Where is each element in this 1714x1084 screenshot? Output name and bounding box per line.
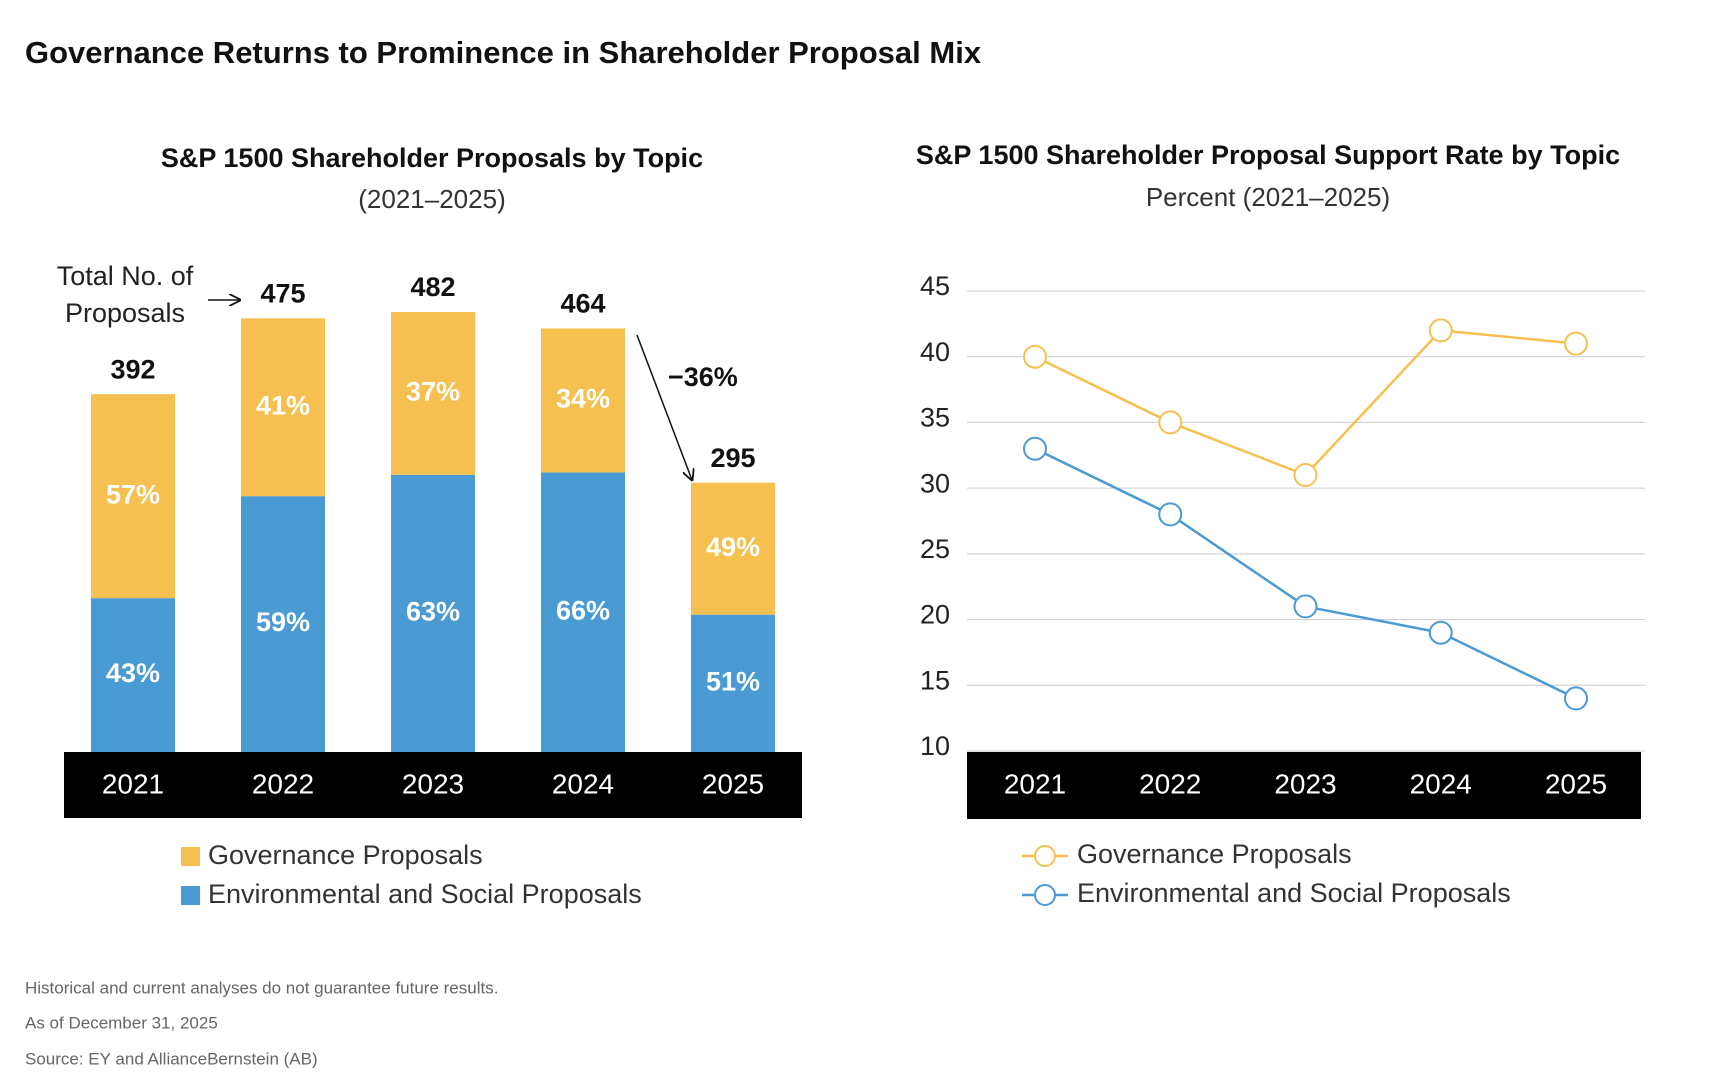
y-tick-label: 40: [920, 337, 950, 367]
annotation-box: Total No. of Proposals: [56, 261, 194, 328]
x-tick-label: 2023: [1274, 768, 1336, 799]
chart-title: S&P 1500 Shareholder Proposals by Topic: [161, 143, 703, 173]
legend-label: Environmental and Social Proposals: [1077, 878, 1511, 908]
total-label: 295: [710, 443, 755, 473]
value-label: 57%: [106, 479, 160, 509]
legend-swatch: [181, 886, 200, 905]
point: [1428, 318, 1453, 343]
y-tick-label: 25: [920, 534, 950, 564]
bar-segment: [541, 328, 625, 473]
value-label: 63%: [406, 597, 460, 627]
point: [1158, 502, 1183, 527]
legend-label: Governance Proposals: [1077, 839, 1352, 869]
value-label: 41%: [256, 390, 310, 420]
point: [1158, 410, 1183, 435]
x-tick-label: 2021: [102, 768, 164, 799]
legend-marker: [1034, 884, 1056, 906]
value-label: 43%: [106, 658, 160, 688]
legend-swatch: [181, 847, 200, 866]
arrow: [636, 334, 692, 480]
y-tick-label: 45: [920, 271, 950, 301]
note: Historical and current analyses do not g…: [25, 978, 498, 997]
change-annotation: −36%: [668, 362, 738, 392]
bar-segment: [91, 394, 175, 599]
x-tick-label: 2024: [1410, 768, 1472, 799]
y-tick-label: 15: [920, 665, 950, 695]
x-tick-label: 2022: [1139, 768, 1201, 799]
bar-segment: [241, 496, 325, 752]
x-tick-label: 2025: [1545, 768, 1607, 799]
x-axis-band: [967, 752, 1641, 819]
chart-subtitle: (2021–2025): [358, 184, 505, 214]
legend-label: Environmental and Social Proposals: [208, 879, 642, 909]
series-line: [1034, 329, 1577, 477]
page-title: Governance Returns to Prominence in Shar…: [25, 35, 982, 70]
bar-segment: [691, 482, 775, 615]
value-label: 66%: [556, 595, 610, 625]
point: [1564, 686, 1588, 711]
point: [1023, 344, 1047, 369]
chart-title: S&P 1500 Shareholder Proposal Support Ra…: [916, 140, 1620, 170]
point: [1023, 436, 1047, 461]
bar-segment: [91, 598, 175, 752]
value-label: 34%: [556, 384, 610, 414]
y-tick-label: 30: [920, 468, 950, 498]
total-label: 475: [260, 279, 305, 309]
point: [1428, 620, 1453, 645]
y-tick-label: 35: [920, 403, 950, 433]
bar-segment: [241, 318, 325, 497]
x-tick-label: 2021: [1004, 768, 1066, 799]
value-label: 59%: [256, 607, 310, 637]
x-axis-band: [64, 752, 802, 818]
y-tick-label: 20: [920, 600, 950, 630]
legend-label: Governance Proposals: [208, 840, 483, 870]
bar-segment: [541, 472, 625, 752]
total-label: 392: [110, 354, 155, 384]
total-label: 482: [410, 272, 455, 302]
bar-segment: [391, 312, 475, 475]
note: Source: EY and AllianceBernstein (AB): [25, 1049, 318, 1068]
value-label: 37%: [406, 377, 460, 407]
point: [1564, 331, 1588, 356]
total-label: 464: [560, 289, 605, 319]
value-label: 49%: [706, 532, 760, 562]
bar-segment: [391, 474, 475, 752]
x-tick-label: 2024: [552, 768, 614, 799]
note: As of December 31, 2025: [25, 1013, 218, 1032]
value-label: 51%: [706, 666, 760, 696]
x-tick-label: 2023: [402, 768, 464, 799]
point: [1293, 594, 1318, 619]
totals-annotation: Total No. of Proposals: [56, 261, 194, 328]
chart-subtitle: Percent (2021–2025): [1146, 182, 1390, 212]
bar-segment: [691, 614, 775, 752]
y-tick-label: 10: [920, 731, 950, 761]
legend-marker: [1034, 845, 1056, 867]
x-tick-label: 2022: [252, 768, 314, 799]
point: [1293, 463, 1318, 487]
x-tick-label: 2025: [702, 768, 764, 799]
